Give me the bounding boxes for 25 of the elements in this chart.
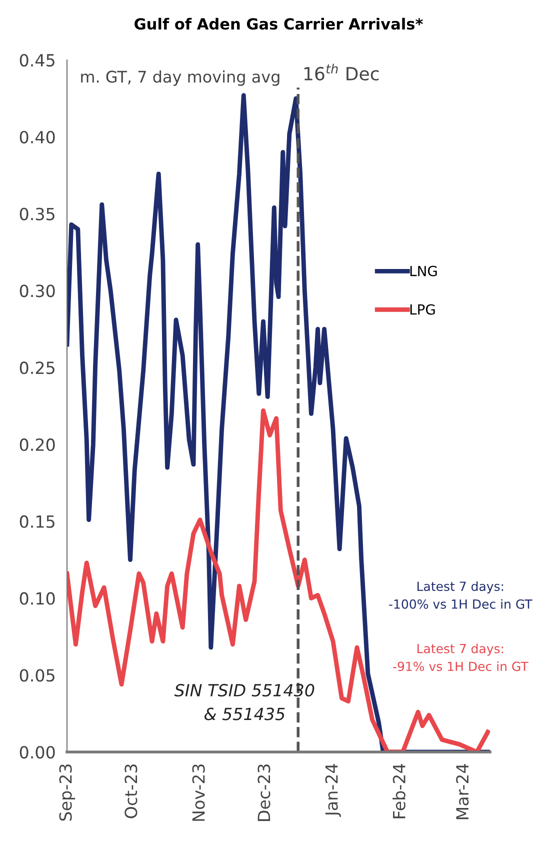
- y-tick-label: 0.30: [20, 284, 55, 298]
- y-tick-label: 0.10: [20, 592, 55, 605]
- y-tick-label: 0.25: [20, 362, 54, 374]
- legend-label: LNG: [410, 266, 437, 276]
- annotation: Latest 7 days: -91% vs 1H Dec in GT: [393, 644, 528, 672]
- y-tick-label: 0.05: [20, 669, 54, 682]
- x-tick-label: Nov-23: [192, 764, 205, 821]
- x-tick-label: Mar-24: [456, 764, 469, 820]
- ref-line-label: 16$^{th}$ Dec: [304, 64, 379, 81]
- y-tick-label: 0.35: [20, 208, 54, 220]
- y-tick-label: 0.40: [20, 130, 55, 144]
- x-tick-label: Jan-24: [325, 764, 341, 817]
- y-tick-label: 0.45: [20, 54, 54, 67]
- annotation: m. GT, 7 day moving avg: [81, 70, 280, 86]
- y-tick-label: 0.00: [20, 746, 55, 759]
- legend-label: LPG: [410, 304, 435, 315]
- annotation: SIN TSID 551430 & 551435: [174, 684, 314, 720]
- x-tick-label: Oct-23: [124, 764, 138, 818]
- annotation: Latest 7 days: -100% vs 1H Dec in GT: [389, 581, 532, 609]
- y-tick-label: 0.15: [20, 515, 54, 528]
- chart-title: Gulf of Aden Gas Carrier Arrivals*: [134, 18, 423, 30]
- x-tick-label: Dec-23: [258, 764, 270, 821]
- x-tick-label: Feb-24: [392, 764, 406, 818]
- x-tick-label: Sep-23: [59, 764, 76, 821]
- y-tick-label: 0.20: [20, 438, 55, 452]
